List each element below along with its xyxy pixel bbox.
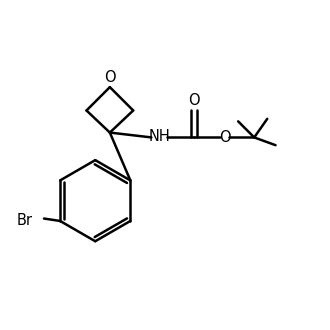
Text: Br: Br	[16, 213, 33, 228]
Text: NH: NH	[148, 129, 170, 144]
Text: O: O	[188, 93, 200, 108]
Text: O: O	[219, 130, 231, 145]
Text: O: O	[104, 70, 116, 85]
